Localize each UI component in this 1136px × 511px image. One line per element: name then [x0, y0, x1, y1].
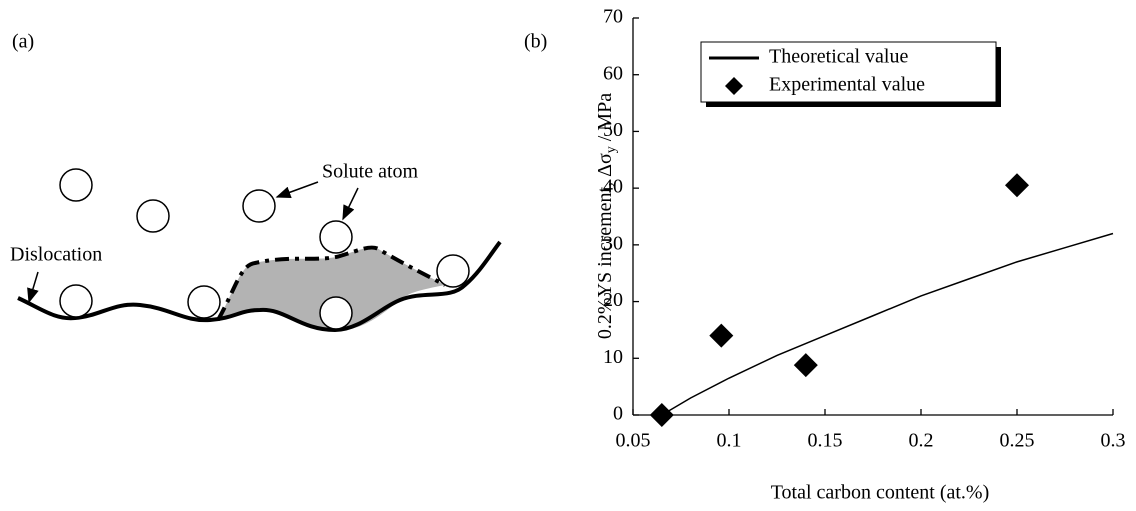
solute-atoms — [59, 168, 470, 330]
y-tick-label: 40 — [603, 176, 623, 198]
y-tick-label: 20 — [603, 289, 623, 311]
arrow — [27, 271, 39, 304]
atom — [242, 189, 276, 223]
atom — [59, 284, 93, 318]
y-tick-label: 0 — [613, 403, 623, 425]
x-tick-label: 0.3 — [1101, 430, 1126, 452]
atom — [319, 296, 353, 330]
atom — [319, 220, 353, 254]
panel-label: (b) — [524, 31, 547, 53]
dislocation-label: Dislocation — [10, 244, 102, 266]
theoretical-line — [661, 232, 1114, 416]
legend-box — [700, 41, 997, 103]
y-tick-label: 50 — [603, 119, 623, 141]
legend-marker — [725, 77, 743, 95]
y-label-tail: / MPa — [594, 93, 616, 146]
y-label-sub: y — [604, 146, 619, 153]
data-point — [709, 323, 734, 348]
y-tick-label: 10 — [603, 346, 623, 368]
data-point — [649, 403, 674, 427]
y-tick-label: 70 — [603, 6, 623, 28]
dislocation-line — [17, 240, 502, 333]
x-tick-label: 0.05 — [616, 430, 651, 452]
arrow — [342, 187, 359, 221]
arrow — [275, 181, 319, 198]
x-axis-label: Total carbon content (at.%) — [771, 482, 990, 504]
y-tick-label: 60 — [603, 62, 623, 84]
atom — [59, 168, 93, 202]
atom — [436, 254, 470, 288]
x-tick-label: 0.15 — [808, 430, 843, 452]
solute-label: Solute atom — [322, 161, 419, 183]
panel-a: (a) Solute atom Dislocation — [10, 31, 502, 333]
legend-label: Experimental value — [769, 74, 925, 96]
atom — [136, 199, 170, 233]
legend-label: Theoretical value — [769, 46, 908, 68]
atom — [187, 285, 221, 319]
y-axis-label: 0.2%YS increment, Δσy / MPa — [594, 93, 620, 339]
panel-b: (b) Total carbon content (at.%) 0.2%YS i… — [524, 6, 1126, 504]
y-tick-label: 30 — [603, 232, 623, 254]
bowed-dislocation — [216, 245, 446, 321]
x-tick-label: 0.2 — [909, 430, 934, 452]
panel-label: (a) — [12, 31, 34, 53]
data-point — [1005, 173, 1029, 198]
y-label-main: 0.2%YS increment, Δσ — [594, 153, 616, 339]
x-tick-label: 0.1 — [717, 430, 742, 452]
data-point — [793, 353, 818, 378]
x-tick-label: 0.25 — [1000, 430, 1035, 452]
